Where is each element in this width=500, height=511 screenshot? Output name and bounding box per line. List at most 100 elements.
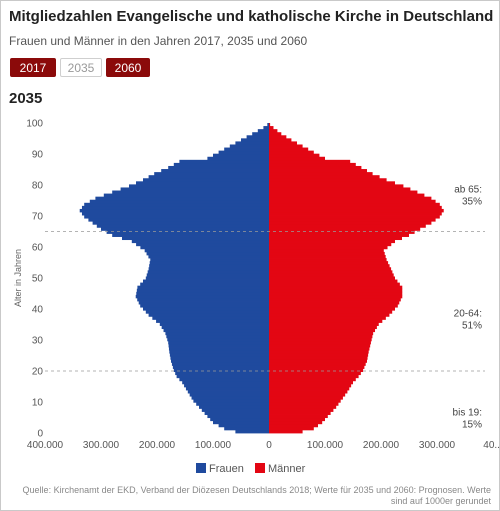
year-button-2035[interactable]: 2035: [60, 58, 102, 77]
bar-maenner-age-62: [269, 239, 395, 244]
bar-frauen-age-97: [252, 132, 269, 136]
bar-maenner-age-3: [269, 420, 323, 425]
x-tick-2: 200.000: [139, 440, 176, 451]
bar-maenner-age-88: [269, 159, 351, 164]
bar-maenner-age-80: [269, 184, 404, 188]
bar-frauen-age-43: [137, 297, 270, 302]
bar-maenner-age-100: [269, 123, 271, 127]
bar-frauen-age-66: [101, 227, 269, 231]
bar-frauen-age-45: [136, 291, 269, 296]
bar-maenner-age-17: [269, 377, 356, 382]
bar-maenner-age-55: [269, 261, 389, 265]
bar-frauen-age-33: [163, 328, 270, 333]
legend-label-frauen[interactable]: Frauen: [209, 463, 244, 475]
bar-frauen-age-82: [143, 178, 269, 182]
bar-frauen-age-68: [92, 221, 269, 225]
y-tick-80: 80: [32, 181, 44, 192]
y-tick-100: 100: [26, 119, 43, 130]
bar-frauen-age-48: [140, 282, 269, 287]
y-axis-label: Alter in Jahren: [13, 249, 23, 307]
bar-frauen-age-79: [120, 187, 269, 191]
bar-frauen-age-99: [263, 126, 269, 130]
bar-frauen-age-70: [84, 215, 269, 219]
bar-maenner-age-28: [269, 343, 371, 348]
bar-frauen-age-89: [207, 156, 269, 161]
bar-frauen-age-91: [218, 150, 269, 155]
bar-frauen-age-88: [179, 159, 269, 164]
age-group-label-2: bis 19:: [453, 408, 482, 419]
bar-frauen-age-51: [146, 273, 270, 277]
bar-maenner-age-2: [269, 423, 318, 428]
bar-frauen-age-2: [218, 423, 269, 428]
bar-frauen-age-92: [224, 147, 269, 152]
bar-maenner-age-37: [269, 316, 386, 320]
bar-maenner-age-30: [269, 337, 372, 342]
bar-frauen-age-1: [224, 426, 269, 431]
bar-frauen-age-98: [257, 129, 269, 133]
bar-maenner-age-59: [269, 248, 384, 253]
bar-maenner-age-97: [269, 132, 282, 136]
bar-frauen-age-96: [246, 135, 269, 139]
bar-maenner-age-96: [269, 135, 287, 139]
year-button-2017[interactable]: 2017: [10, 58, 56, 77]
bar-frauen-age-6: [204, 411, 269, 415]
bar-maenner-age-86: [269, 165, 362, 170]
bar-maenner-age-33: [269, 328, 376, 333]
bar-maenner-age-81: [269, 181, 395, 185]
bar-maenner-age-92: [269, 147, 309, 152]
bar-maenner-age-87: [269, 162, 356, 167]
chart-heading: 2035: [9, 90, 43, 107]
bar-maenner-age-66: [269, 227, 421, 231]
x-tick-5: 100.000: [307, 440, 344, 451]
y-tick-60: 60: [32, 243, 44, 254]
bar-maenner-age-22: [269, 362, 366, 366]
bar-maenner-age-90: [269, 153, 320, 158]
x-tick-3: 100.000: [195, 440, 232, 451]
bar-maenner-age-41: [269, 304, 398, 308]
bar-maenner-age-46: [269, 288, 403, 293]
bar-frauen-age-49: [143, 279, 269, 283]
bar-maenner-age-5: [269, 414, 328, 419]
bar-maenner-age-83: [269, 175, 380, 179]
bar-frauen-age-76: [95, 196, 270, 201]
bar-frauen-age-39: [145, 310, 269, 314]
bar-maenner-age-44: [269, 294, 403, 299]
bar-maenner-age-1: [269, 426, 314, 431]
bar-maenner-age-73: [269, 205, 442, 210]
bar-maenner-age-27: [269, 347, 370, 351]
bar-maenner-age-58: [269, 251, 385, 256]
bar-maenner-age-45: [269, 291, 403, 296]
bar-frauen-age-71: [81, 212, 270, 216]
bar-frauen-age-19: [175, 371, 269, 376]
bar-frauen-age-41: [140, 304, 269, 308]
legend-swatch-maenner: [255, 463, 265, 473]
legend-label-maenner[interactable]: Männer: [268, 463, 306, 475]
bar-maenner-age-31: [269, 334, 373, 339]
bar-frauen-age-17: [179, 377, 269, 382]
bar-maenner-age-35: [269, 322, 379, 326]
bar-frauen-age-25: [169, 353, 269, 357]
bar-frauen-age-59: [144, 248, 269, 253]
bar-maenner-age-71: [269, 212, 442, 216]
bar-maenner-age-63: [269, 236, 402, 241]
source-note: Quelle: Kirchenamt der EKD, Verband der …: [22, 485, 491, 506]
bar-frauen-age-52: [147, 270, 269, 274]
bar-frauen-age-78: [112, 190, 269, 194]
bar-frauen-age-13: [187, 390, 269, 394]
bar-maenner-age-26: [269, 350, 369, 354]
bar-maenner-age-64: [269, 233, 409, 237]
y-tick-20: 20: [32, 367, 44, 378]
bar-frauen-age-29: [168, 340, 269, 345]
bar-maenner-age-56: [269, 258, 387, 262]
bar-maenner-age-84: [269, 172, 373, 176]
year-button-2060[interactable]: 2060: [106, 58, 150, 77]
bar-frauen-age-22: [171, 362, 270, 366]
bar-maenner-age-82: [269, 178, 387, 182]
bar-maenner-age-54: [269, 264, 390, 268]
bar-maenner-age-98: [269, 129, 278, 133]
bar-maenner-age-93: [269, 144, 303, 148]
bar-maenner-age-10: [269, 399, 341, 403]
bar-maenner-age-29: [269, 340, 371, 345]
bar-frauen-age-20: [173, 368, 269, 373]
bar-maenner-age-74: [269, 202, 440, 207]
